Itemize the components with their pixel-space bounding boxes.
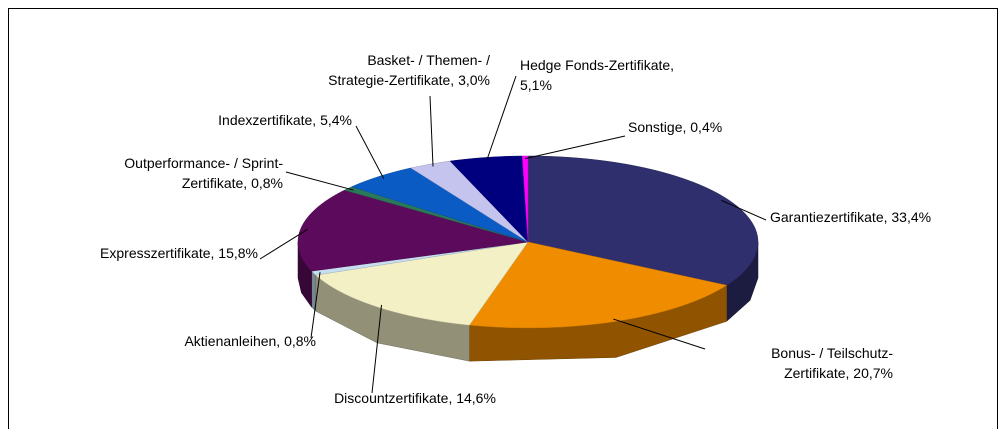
data-label: Expresszertifikate, 15,8% [100,245,258,261]
leader-line [613,318,706,350]
data-label: Indexzertifikate, 5,4% [218,112,352,128]
data-label: Bonus- / Teilschutz-Zertifikate, 20,7% [771,345,893,381]
pie-slice [350,167,529,243]
data-label: Garantiezertifikate, 33,4% [770,209,931,225]
leader-line [721,199,767,221]
pie-slice [449,155,529,243]
data-label: Basket- / Themen- / Strategie-Zertifikate… [328,52,490,88]
leader-line [486,75,517,161]
pie-slice [315,241,529,326]
leader-line [285,171,354,191]
leader-line [355,125,385,179]
leader-line [429,95,434,167]
data-label: Hedge Fonds-Zertifikate, 5,1% [520,57,674,93]
leader-line [259,229,308,260]
pie-slice [521,155,529,243]
pie-slice [297,189,529,272]
data-label: Aktienanleihen, 0,8% [184,333,316,349]
data-label: Sonstige, 0,4% [628,119,722,135]
leader-line [525,135,626,160]
pie-tops [297,155,759,329]
leader-line [310,272,321,339]
data-label: Discountzertifikate, 14,6% [334,390,496,406]
pie-slice [527,155,759,286]
pie-slice [410,160,529,243]
labels: Garantiezertifikate, 33,4% Bonus- / Teils… [100,52,931,406]
data-label: Outperformance- / Sprint-Zertifikate, 0,… [124,155,283,191]
leader-line [371,304,383,394]
pie-slice [468,241,728,329]
